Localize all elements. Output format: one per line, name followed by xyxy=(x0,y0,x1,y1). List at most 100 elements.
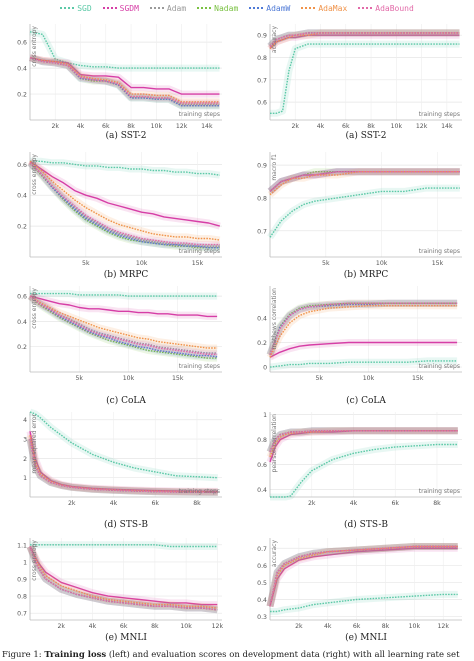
x-axis-label: training steps xyxy=(179,363,220,370)
chart-legend: SGD SGDM Adam Nadam AdamW AdaMax AdaBound xyxy=(0,0,474,16)
y-tick-label: 0 xyxy=(263,365,267,372)
x-axis-label: training steps xyxy=(179,488,220,495)
series-line-sgdm xyxy=(269,547,458,607)
panel-caption-mrpc-f1: (b) MRPC xyxy=(343,270,389,280)
x-tick-label: 6k xyxy=(342,123,350,130)
y-axis-label: cross entropy xyxy=(31,26,38,67)
x-tick-label: 14k xyxy=(441,123,453,130)
legend-item-nadam: Nadam xyxy=(197,4,238,13)
legend-item-adabound: AdaBound xyxy=(358,4,414,13)
series-line-sgd xyxy=(30,160,220,176)
legend-swatch xyxy=(301,7,316,9)
y-tick-label: 0.8 xyxy=(257,437,267,444)
x-axis-label: training steps xyxy=(179,248,220,255)
series-line-adabound xyxy=(269,545,458,607)
figure-caption: Figure 1: Training loss (left) and evalu… xyxy=(2,650,472,661)
x-tick-label: 12k xyxy=(176,123,188,130)
x-tick-label: 12k xyxy=(212,623,224,630)
series-band-adabound xyxy=(267,168,460,195)
x-tick-label: 8k xyxy=(127,123,135,130)
series-line-sgd xyxy=(29,31,220,69)
x-tick-label: 2k xyxy=(295,623,303,630)
series-line-nadam xyxy=(269,302,458,356)
x-tick-label: 2k xyxy=(308,500,316,507)
panel-caption-mrpc-loss: (b) MRPC xyxy=(103,270,149,280)
y-axis-label: macro f1 xyxy=(271,154,278,181)
y-tick-label: 4 xyxy=(23,417,27,424)
x-tick-label: 8k xyxy=(433,500,441,507)
panel-caption-cola-loss: (c) CoLA xyxy=(106,396,146,406)
legend-swatch xyxy=(149,7,164,9)
y-tick-label: 0.4 xyxy=(17,319,27,326)
x-tick-label: 8k xyxy=(382,623,390,630)
x-tick-label: 8k xyxy=(367,123,375,130)
series-band-sgd xyxy=(270,590,458,615)
panel-caption-sst2-acc: (a) SST-2 xyxy=(345,131,387,141)
legend-swatch xyxy=(60,7,75,9)
x-tick-label: 8k xyxy=(151,623,159,630)
series-band-nadam xyxy=(27,293,218,362)
figure-caption-prefix: Figure 1: xyxy=(2,650,42,660)
legend-item-adamw: AdamW xyxy=(249,4,290,13)
x-tick-label: 10k xyxy=(376,260,388,267)
series-line-sgd xyxy=(270,593,458,613)
series-line-adabound xyxy=(29,162,220,246)
y-tick-label: 0.4 xyxy=(257,487,267,494)
chart-stsb-loss: 1 2 3 4 2k 4k 6k 8k mean squared error training s… xyxy=(23,408,222,507)
series-line-adamax xyxy=(269,170,460,196)
series-line-sgd xyxy=(30,292,218,297)
x-tick-label: 10k xyxy=(136,260,148,267)
y-tick-label: 0.6 xyxy=(17,162,27,169)
x-tick-label: 12k xyxy=(416,123,428,130)
x-axis-label: training steps xyxy=(419,488,460,495)
series-line-sgdm xyxy=(29,160,220,227)
legend-swatch xyxy=(358,7,373,9)
legend-label: AdaMax xyxy=(318,3,348,13)
x-tick-label: 2k xyxy=(68,500,76,507)
series-line-adabound xyxy=(29,57,220,104)
legend-label: AdaBound xyxy=(375,3,414,13)
y-tick-label: 0.8 xyxy=(17,594,27,601)
series-line-sgd xyxy=(269,187,460,238)
x-tick-label: 12k xyxy=(437,623,449,630)
figure-caption-rest: (left) and evaluation scores on developm… xyxy=(108,650,460,660)
series-line-sgd xyxy=(30,544,218,548)
series-line-adabound xyxy=(269,430,458,453)
legend-label: SGD xyxy=(77,3,92,13)
panel-caption-stsb-loss: (d) STS-B xyxy=(104,520,148,530)
series-line-adabound xyxy=(29,546,218,611)
chart-sst2-acc: 0.6 0.7 0.8 0.9 2k 4k 6k 8k 10k 12k 14k accuracy tra… xyxy=(257,24,462,130)
x-tick-label: 15k xyxy=(192,260,204,267)
x-tick-label: 10k xyxy=(409,623,421,630)
y-axis-label: accuracy xyxy=(271,26,278,54)
x-tick-label: 10k xyxy=(180,623,192,630)
panel-caption-mnli-loss: (e) MNLI xyxy=(105,633,147,643)
y-tick-label: 0.8 xyxy=(257,195,267,202)
y-tick-label: 0.9 xyxy=(257,163,267,170)
x-tick-label: 10k xyxy=(151,123,163,130)
y-tick-label: 0.3 xyxy=(257,614,267,621)
panel-caption-cola-mcc: (c) CoLA xyxy=(346,396,386,406)
x-tick-label: 2k xyxy=(291,123,299,130)
series-line-adamw xyxy=(29,162,220,249)
x-tick-label: 6k xyxy=(102,123,110,130)
y-tick-label: 0.6 xyxy=(257,563,267,570)
y-tick-label: 3 xyxy=(23,437,27,444)
chart-cola-loss: 0.2 0.4 0.6 5k 10k 15k cross entropy training s… xyxy=(17,286,222,382)
legend-label: AdamW xyxy=(266,3,291,13)
series-line-adamax xyxy=(269,305,458,358)
chart-stsb-corr: 0.4 0.6 0.8 1 2k 4k 6k 8k pearson correlation tra… xyxy=(257,412,462,507)
x-tick-label: 4k xyxy=(89,623,97,630)
y-tick-label: 1 xyxy=(23,475,27,482)
series-line-adabound xyxy=(29,295,218,355)
series-band-sgd xyxy=(267,184,460,240)
series-line-adamax xyxy=(29,160,220,241)
x-tick-label: 15k xyxy=(432,260,444,267)
series-line-adamax xyxy=(29,295,218,349)
series-line-adamax xyxy=(29,546,218,609)
series-line-sgd xyxy=(270,43,460,115)
y-tick-label: 0.8 xyxy=(257,55,267,62)
series-line-adabound xyxy=(269,32,460,47)
legend-swatch xyxy=(102,7,117,9)
x-axis-label: training steps xyxy=(419,248,460,255)
